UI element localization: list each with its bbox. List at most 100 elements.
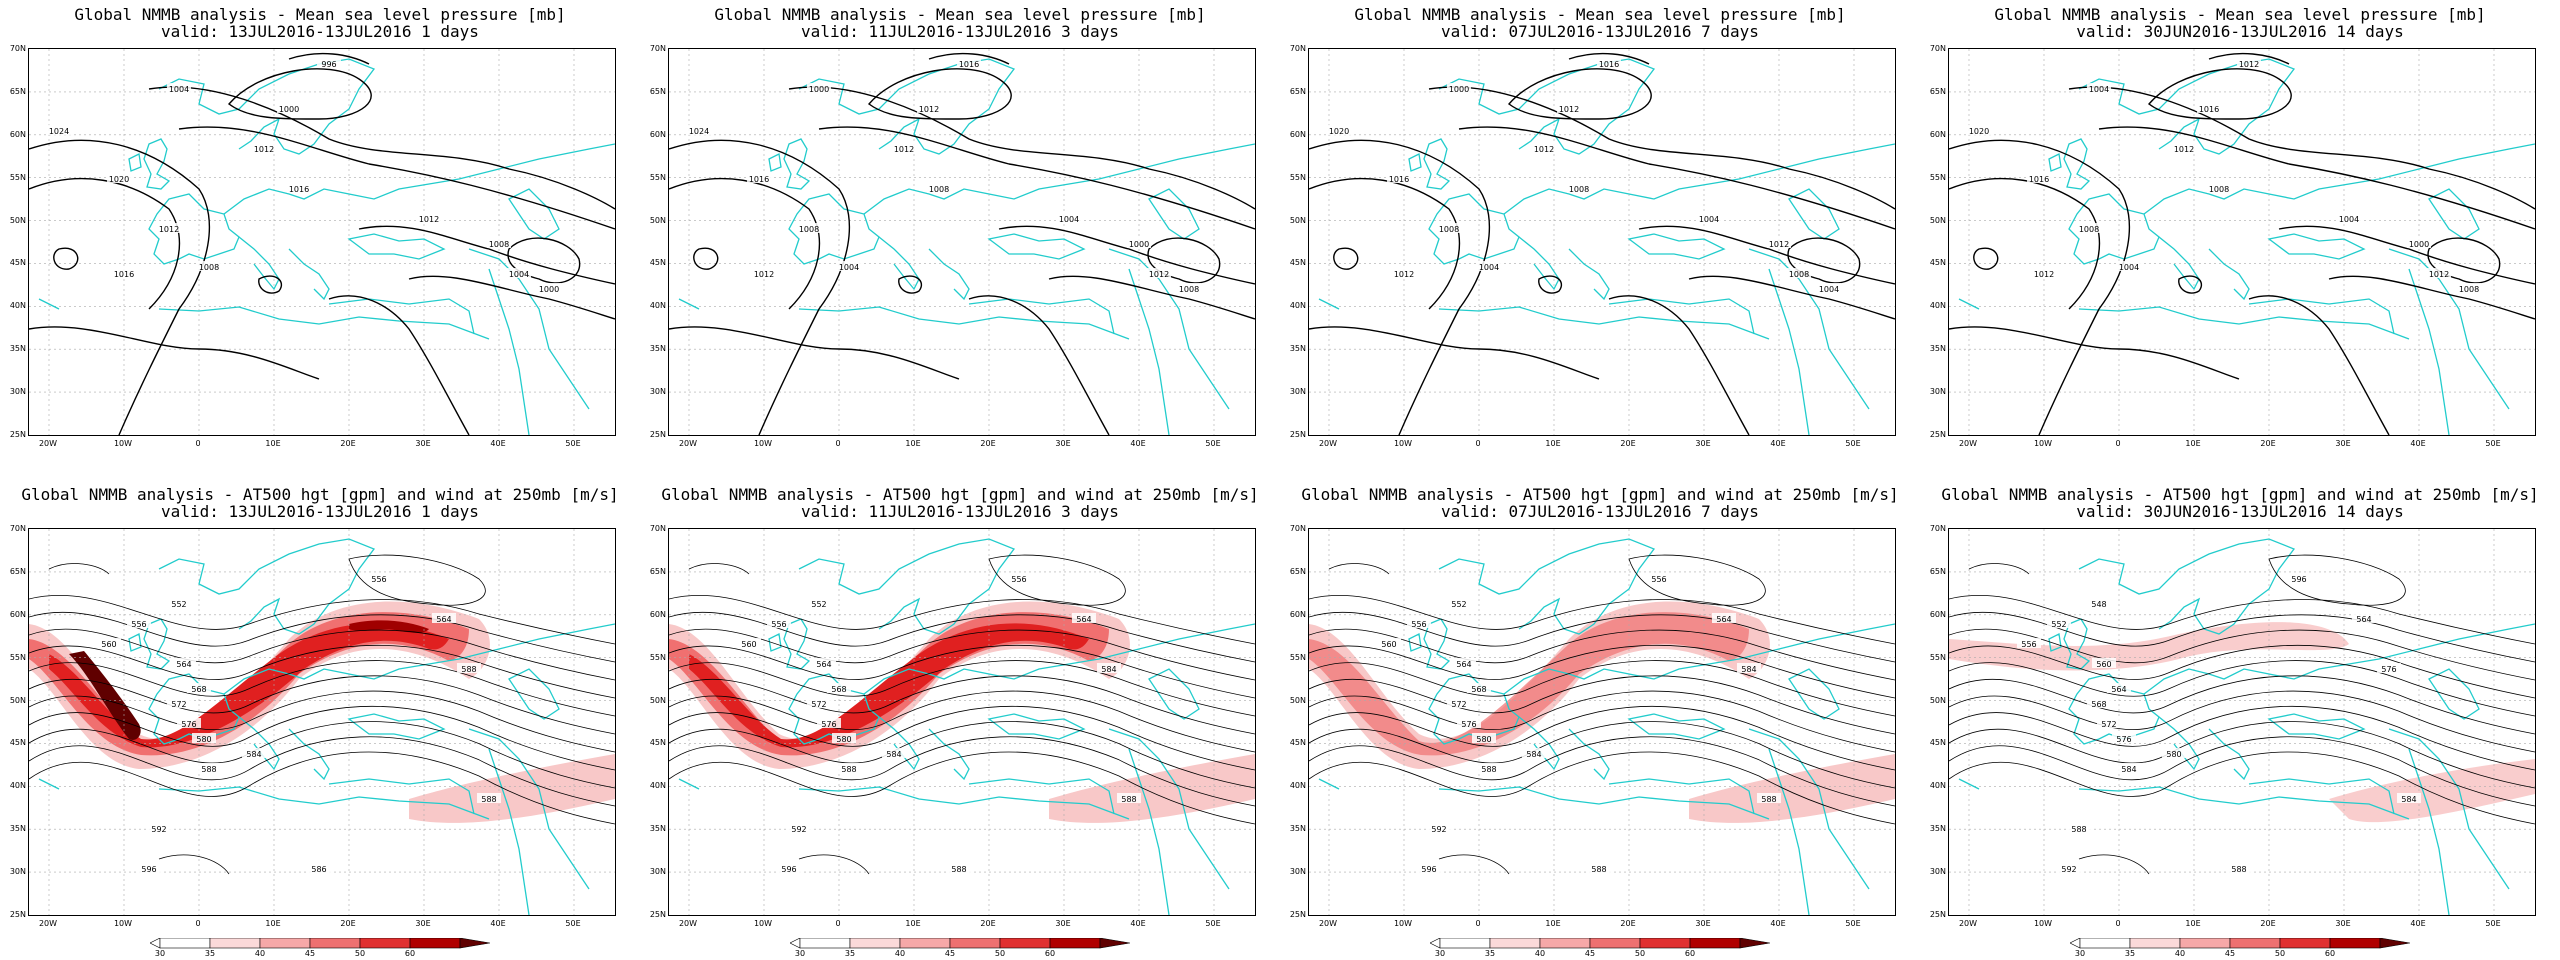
contour-label: 1016	[1599, 60, 1619, 69]
contour-label: 1008	[489, 240, 509, 249]
lon-tick-label: 0	[1475, 439, 1481, 448]
contour-label: 1008	[2079, 225, 2099, 234]
lon-tick-label: 40E	[1770, 919, 1786, 928]
lon-tick-label: 0	[1475, 919, 1481, 928]
lat-tick-label: 40N	[649, 781, 666, 791]
contour-label: 1008	[929, 185, 949, 194]
lon-tick-label: 0	[835, 439, 841, 448]
contour-label: 592	[151, 825, 166, 834]
contour-label: 1000	[1129, 240, 1149, 249]
contour-label: 1004	[2119, 263, 2139, 272]
lon-tick-label: 50E	[1845, 919, 1861, 928]
mslp-panel-0: Global NMMB analysis - Mean sea level pr…	[0, 0, 640, 480]
contour-label: 1004	[1819, 285, 1839, 294]
lat-tick-label: 50N	[1289, 215, 1306, 225]
contour-lines	[1949, 554, 2535, 875]
lat-tick-label: 40N	[1289, 781, 1306, 791]
lat-tick-label: 30N	[1929, 867, 1946, 877]
contour-label: 588	[1481, 765, 1496, 774]
map-frame: 548 552 556 560 564 568 572 576 580 584 588 592 596 5…	[1948, 528, 2536, 916]
contour-label: 568	[191, 685, 206, 694]
colorbar-tick-label: 60	[1684, 949, 1696, 958]
contour-lines	[1309, 52, 1895, 435]
panel-valid-period: valid: 13JUL2016-13JUL2016 1 days	[161, 22, 479, 41]
map-frame: 1020 1016 1012 1008 1004 1000 1012 1016 1012 1008…	[1308, 48, 1896, 436]
lon-tick-label: 50E	[565, 919, 581, 928]
lat-tick-label: 45N	[649, 738, 666, 748]
lon-tick-label: 40E	[1130, 439, 1146, 448]
lon-tick-label: 10W	[113, 919, 133, 928]
contour-label: 1004	[2089, 85, 2109, 94]
lat-tick-label: 25N	[1929, 430, 1946, 439]
mslp-panel-1: Global NMMB analysis - Mean sea level pr…	[640, 0, 1280, 480]
lat-tick-label: 35N	[1929, 344, 1946, 354]
lat-tick-label: 60N	[649, 609, 666, 619]
panel-valid-period: valid: 11JUL2016-13JUL2016 3 days	[801, 22, 1119, 41]
contour-label: 596	[781, 865, 796, 874]
contour-label: 552	[1451, 600, 1466, 609]
contour-labels: 5485525565605645685725765805845885925965…	[2017, 573, 2421, 874]
contour-label: 564	[816, 660, 831, 669]
map-frame: 1020 1016 1012 1008 1004 1004 1016 1012 1012 1008…	[1948, 48, 2536, 436]
colorbar-tick-label: 40	[894, 949, 906, 958]
jet-wind-shading	[669, 601, 1255, 823]
colorbar-tick-label: 50	[354, 949, 366, 958]
contour-label: 580	[2166, 750, 2181, 759]
colorbar-tick-label: 40	[254, 949, 266, 958]
lat-tick-label: 25N	[1289, 430, 1306, 439]
lat-tick-label: 50N	[1289, 695, 1306, 705]
contour-label: 572	[2101, 720, 2116, 729]
contour-label: 564	[1456, 660, 1471, 669]
contour-label: 588	[2071, 825, 2086, 834]
lat-tick-label: 40N	[1289, 301, 1306, 311]
coastline	[1958, 58, 2535, 435]
colorbar-tick-label: 30	[1434, 949, 1446, 958]
contour-label: 580	[196, 735, 211, 744]
lat-tick-label: 55N	[9, 172, 26, 182]
contour-label: 564	[1076, 615, 1091, 624]
contour-label: 1016	[749, 175, 769, 184]
lat-tick-label: 40N	[9, 781, 26, 791]
contour-label: 1012	[754, 270, 774, 279]
contour-label: 1000	[809, 85, 829, 94]
lat-tick-label: 40N	[9, 301, 26, 311]
lon-tick-label: 10E	[265, 919, 281, 928]
contour-label: 580	[1476, 735, 1491, 744]
lat-tick-label: 45N	[1289, 738, 1306, 748]
contour-label: 1008	[199, 263, 219, 272]
coastline	[678, 58, 1255, 435]
lat-tick-label: 45N	[1289, 258, 1306, 268]
colorbar-tick-label: 60	[2324, 949, 2336, 958]
contour-labels: 1020 1016 1012 1008 1004 1000 1012 1016 1012 1008…	[1327, 58, 1841, 294]
lat-tick-label: 40N	[1929, 781, 1946, 791]
contour-labels: 1024 1020 1016 1012 1008 1004 1000 996 1012 1016 1…	[47, 58, 561, 294]
contour-label: 1008	[1569, 185, 1589, 194]
contour-label: 1012	[1769, 240, 1789, 249]
colorbar-tick-label: 45	[304, 949, 316, 958]
lat-tick-label: 35N	[649, 344, 666, 354]
lon-tick-label: 20E	[2260, 439, 2276, 448]
contour-label: 1020	[109, 175, 129, 184]
contour-label: 548	[2091, 600, 2106, 609]
lon-tick-label: 50E	[2485, 919, 2501, 928]
contour-label: 1020	[1329, 127, 1349, 136]
lon-tick-label: 20E	[340, 439, 356, 448]
lon-tick-label: 50E	[1845, 439, 1861, 448]
contour-label: 1000	[1449, 85, 1469, 94]
contour-label: 1004	[169, 85, 189, 94]
lon-tick-label: 30E	[2335, 439, 2351, 448]
lon-tick-label: 20W	[38, 919, 58, 928]
lon-tick-label: 20W	[1958, 919, 1978, 928]
contour-label: 564	[176, 660, 191, 669]
contour-label: 1008	[2209, 185, 2229, 194]
contour-label: 1012	[919, 105, 939, 114]
contour-label: 1012	[1394, 270, 1414, 279]
panel-title: Global NMMB analysis - AT500 hgt [gpm] a…	[1301, 485, 1899, 504]
lat-tick-label: 60N	[1289, 129, 1306, 139]
colorbar-tick-label: 50	[1634, 949, 1646, 958]
map-frame: 1024 1016 1012 1008 1004 1000 1012 1016 1012 1008…	[668, 48, 1256, 436]
contour-label: 588	[201, 765, 216, 774]
